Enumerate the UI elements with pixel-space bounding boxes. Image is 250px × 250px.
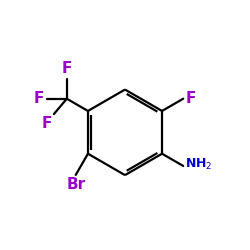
- Text: F: F: [62, 61, 72, 76]
- Text: F: F: [186, 91, 196, 106]
- Text: F: F: [34, 91, 44, 106]
- Text: F: F: [42, 116, 52, 131]
- Text: NH$_2$: NH$_2$: [185, 157, 212, 172]
- Text: Br: Br: [66, 177, 85, 192]
